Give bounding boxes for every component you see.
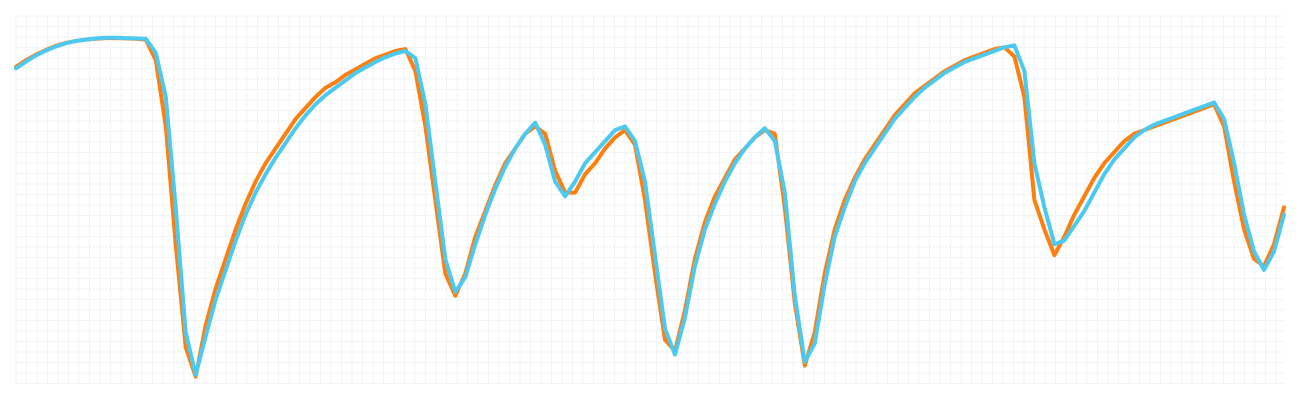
series-line-2 (14, 35, 1286, 377)
series-line-1 (14, 36, 1286, 379)
plot-area (14, 35, 1286, 379)
